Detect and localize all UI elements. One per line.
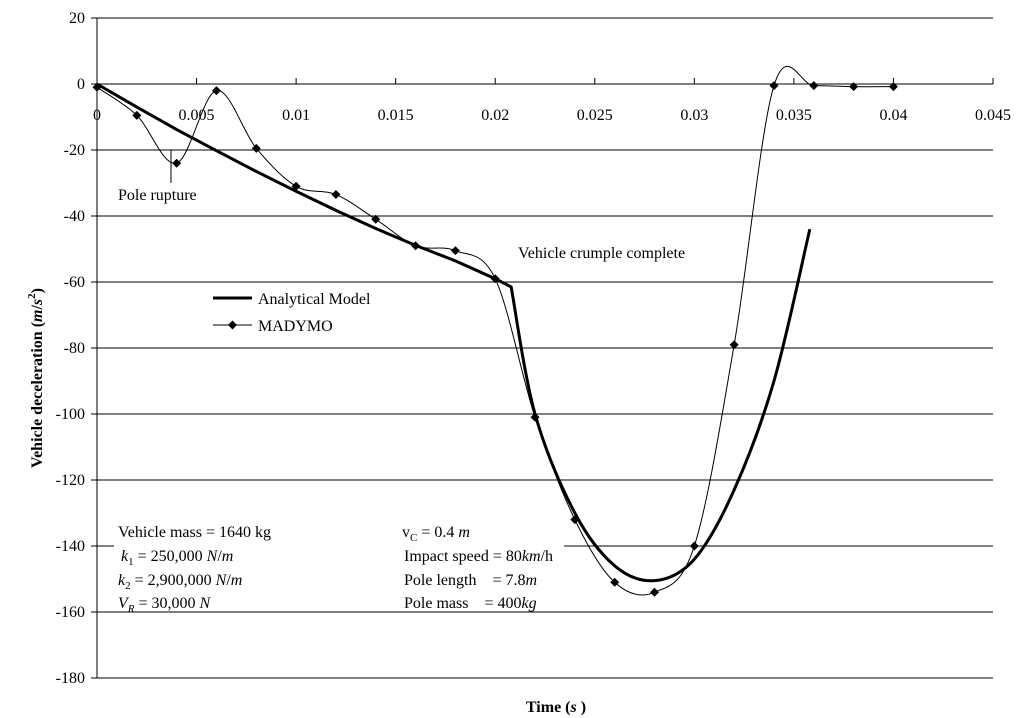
y-tick-label: -40 xyxy=(64,208,85,225)
madymo-point xyxy=(132,110,142,120)
madymo-point xyxy=(610,577,620,587)
legend-madymo-label: MADYMO xyxy=(258,318,333,335)
madymo-point xyxy=(530,412,540,422)
madymo-point xyxy=(331,190,341,200)
param-impact-speed: Impact speed = 80km/h xyxy=(404,548,553,565)
y-tick-label: -120 xyxy=(56,472,85,489)
madymo-point xyxy=(211,86,221,96)
crumple-complete-label: Vehicle crumple complete xyxy=(518,245,685,262)
x-tick-label: 0.02 xyxy=(481,107,509,124)
madymo-point xyxy=(570,515,580,525)
y-tick-labels: 20 0 -20 -40 -60 -80 -100 -120 -140 -160 -180 xyxy=(56,10,85,687)
y-tick-label: -80 xyxy=(64,340,85,357)
x-tick-label: 0.015 xyxy=(378,107,414,124)
x-tick-label: 0.04 xyxy=(879,107,907,124)
y-tick-label: -180 xyxy=(56,670,85,687)
madymo-point xyxy=(411,241,421,251)
x-tick-label: 0 xyxy=(93,107,101,124)
madymo-point xyxy=(450,246,460,256)
madymo-point xyxy=(769,81,779,91)
x-tick-labels: 0 0.005 0.01 0.015 0.02 0.025 0.03 0.035 0.04 0.0… xyxy=(93,107,1011,124)
y-tick-label: 0 xyxy=(77,76,85,93)
madymo-point xyxy=(291,181,301,191)
madymo-point xyxy=(650,587,660,597)
x-tick-label: 0.01 xyxy=(282,107,310,124)
y-tick-label: 20 xyxy=(69,10,85,27)
param-pole-length: Pole length = 7.8m xyxy=(404,572,537,589)
axes xyxy=(91,17,994,679)
param-vehicle-mass: Vehicle mass = 1640 kg xyxy=(118,524,271,541)
legend-analytical-label: Analytical Model xyxy=(258,291,371,308)
y-axis-title: Vehicle deceleration (m/s2) xyxy=(26,288,46,468)
x-axis-title: Time (s ) xyxy=(526,699,586,716)
series-madymo-line xyxy=(96,66,894,596)
madymo-point xyxy=(371,214,381,224)
grid-lines xyxy=(97,17,993,613)
pole-rupture-label: Pole rupture xyxy=(118,187,197,204)
madymo-point xyxy=(729,340,739,350)
x-tick-label: 0.045 xyxy=(975,107,1011,124)
param-k1: k1 = 250,000 N/m xyxy=(121,548,233,568)
legend: Analytical Model MADYMO xyxy=(213,291,371,335)
param-vc: vC = 0.4 m xyxy=(402,524,470,544)
x-tick-label: 0.03 xyxy=(680,107,708,124)
param-k2: k2 = 2,900,000 N/m xyxy=(118,572,242,592)
madymo-point xyxy=(809,81,819,91)
x-tick-label: 0.035 xyxy=(776,107,812,124)
x-tick-label: 0.025 xyxy=(577,107,613,124)
y-tick-label: -140 xyxy=(56,538,85,555)
y-tick-label: -160 xyxy=(56,604,85,621)
madymo-point xyxy=(689,541,699,551)
y-tick-label: -100 xyxy=(56,406,85,423)
y-tick-label: -60 xyxy=(64,274,85,291)
param-vr: VR = 30,000 N xyxy=(118,595,212,615)
parameter-box: Vehicle mass = 1640 kg vC = 0.4 m k1 = 2… xyxy=(114,512,564,615)
legend-madymo-marker xyxy=(228,320,237,330)
series-analytical-line xyxy=(96,82,812,583)
param-pole-mass: Pole mass = 400kg xyxy=(404,595,537,612)
madymo-point xyxy=(849,82,859,92)
madymo-point xyxy=(92,82,102,92)
madymo-point xyxy=(172,158,182,168)
x-tick-label: 0.005 xyxy=(179,107,215,124)
madymo-point xyxy=(251,143,261,153)
y-tick-label: -20 xyxy=(64,142,85,159)
madymo-point xyxy=(888,82,898,92)
madymo-point xyxy=(490,274,500,284)
series-layer xyxy=(92,66,898,597)
